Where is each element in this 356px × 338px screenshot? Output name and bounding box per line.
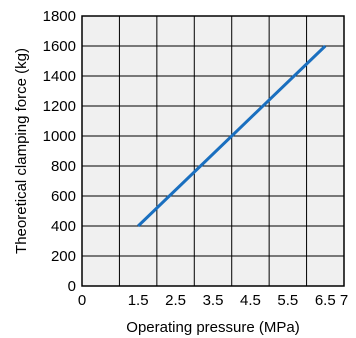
- x-tick-label-4: 4.5: [240, 292, 261, 309]
- y-tick-label-2: 400: [51, 218, 76, 235]
- y-tick-label-0: 0: [68, 278, 76, 295]
- x-tick-label-7: 7: [340, 292, 348, 309]
- y-tick-label-7: 1400: [43, 68, 76, 85]
- y-tick-label-6: 1200: [43, 98, 76, 115]
- plot-background: [82, 16, 344, 286]
- x-axis-title: Operating pressure (MPa): [126, 319, 299, 336]
- series-line-0: [137, 44, 327, 228]
- series-layer: [137, 44, 327, 228]
- y-tick-label-8: 1600: [43, 38, 76, 55]
- x-tick-label-5: 5.5: [277, 292, 298, 309]
- x-tick-label-2: 2.5: [165, 292, 186, 309]
- y-axis-title: Theoretical clamping force (kg): [13, 48, 30, 254]
- x-tick-label-6: 6.5: [315, 292, 336, 309]
- tick-labels: 0 1.5 2.5 3.5 4.5 5.5 6.5 7 0 200 400 600 800 1000 120…: [43, 8, 349, 309]
- plot-frame: [81, 15, 345, 287]
- y-tick-label-3: 600: [51, 188, 76, 205]
- x-tick-label-0: 0: [78, 292, 86, 309]
- x-tick-label-3: 3.5: [203, 292, 224, 309]
- y-tick-label-9: 1800: [43, 8, 76, 25]
- x-tick-label-1: 1.5: [128, 292, 149, 309]
- y-tick-label-4: 800: [51, 158, 76, 175]
- y-tick-label-1: 200: [51, 248, 76, 265]
- y-tick-label-5: 1000: [43, 128, 76, 145]
